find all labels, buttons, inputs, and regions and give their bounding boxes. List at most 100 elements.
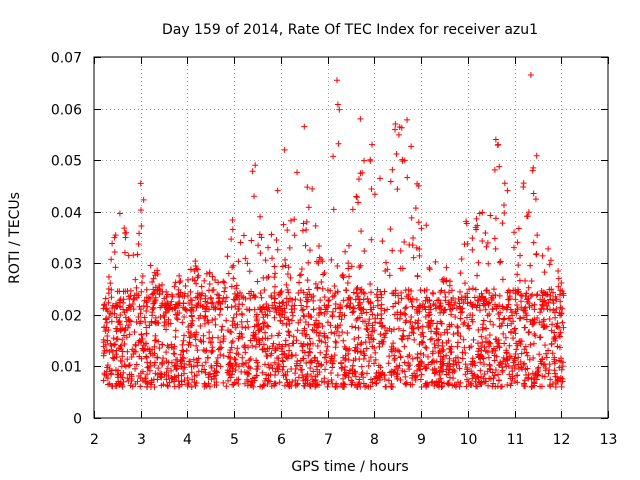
data-point <box>266 345 273 352</box>
data-point <box>402 380 409 387</box>
data-point <box>352 347 359 354</box>
data-point <box>209 273 216 280</box>
data-point <box>483 287 490 294</box>
data-point <box>122 234 129 241</box>
data-point <box>394 370 401 377</box>
data-point <box>468 367 475 374</box>
data-point <box>245 370 252 377</box>
data-point <box>299 366 306 373</box>
data-point <box>297 317 304 324</box>
data-point <box>507 382 514 389</box>
data-point <box>342 248 349 255</box>
data-point <box>206 269 213 276</box>
data-point <box>365 362 372 369</box>
axis-ticks: 2 3 4 5 6 7 8 9 10 11 12 13 0 0.01 0.02 0.03 0.04 0.05 0.0… <box>51 51 618 449</box>
data-point <box>439 348 446 355</box>
data-point <box>133 361 140 368</box>
data-point <box>271 359 278 366</box>
data-point <box>517 315 524 322</box>
data-point <box>246 268 253 275</box>
data-point <box>357 115 364 122</box>
data-point <box>354 284 361 291</box>
data-point <box>529 302 536 309</box>
data-point <box>439 276 446 283</box>
x-tick-label: 7 <box>324 432 333 448</box>
data-point <box>371 191 378 198</box>
data-point <box>330 153 337 160</box>
y-tick-label: 0.01 <box>51 360 82 376</box>
data-point <box>146 367 153 374</box>
data-point <box>411 336 418 343</box>
data-point <box>340 337 347 344</box>
data-point <box>367 156 374 163</box>
data-point <box>225 327 232 334</box>
data-point <box>453 362 460 369</box>
data-point <box>354 290 361 297</box>
data-point <box>253 365 260 372</box>
data-point <box>541 323 548 330</box>
data-point <box>250 329 257 336</box>
data-point <box>151 337 158 344</box>
data-point <box>488 296 495 303</box>
data-point <box>122 288 129 295</box>
data-point <box>372 315 379 322</box>
data-point <box>352 369 359 376</box>
data-point <box>190 363 197 370</box>
data-point <box>459 308 466 315</box>
data-point <box>201 320 208 327</box>
data-point <box>534 314 541 321</box>
data-point <box>485 302 492 309</box>
data-point <box>417 376 424 383</box>
data-point <box>207 294 214 301</box>
data-point <box>152 314 159 321</box>
data-point <box>123 229 130 236</box>
data-point <box>273 309 280 316</box>
data-point <box>473 375 480 382</box>
data-point <box>528 384 535 391</box>
data-point <box>303 226 310 233</box>
data-point <box>539 292 546 299</box>
data-point <box>559 375 566 382</box>
data-point <box>469 235 476 242</box>
data-point <box>121 340 128 347</box>
data-point <box>559 319 566 326</box>
data-point <box>462 280 469 287</box>
data-point <box>321 294 328 301</box>
data-point <box>359 318 366 325</box>
data-point <box>546 315 553 322</box>
data-point <box>346 273 353 280</box>
data-point <box>298 271 305 278</box>
data-point <box>527 262 534 269</box>
data-point <box>448 321 455 328</box>
data-point <box>123 306 130 313</box>
data-point <box>110 335 117 342</box>
data-point <box>251 335 258 342</box>
data-point <box>336 332 343 339</box>
data-point <box>314 371 321 378</box>
data-point <box>423 344 430 351</box>
data-point <box>360 348 367 355</box>
data-point <box>532 196 539 203</box>
data-point <box>446 360 453 367</box>
data-point <box>537 296 544 303</box>
data-point <box>224 253 231 260</box>
data-point <box>337 309 344 316</box>
data-point <box>169 375 176 382</box>
data-point <box>101 301 108 308</box>
data-point <box>450 361 457 368</box>
data-point <box>201 277 208 284</box>
data-point <box>235 335 242 342</box>
data-point <box>503 356 510 363</box>
data-point <box>186 334 193 341</box>
data-point <box>268 332 275 339</box>
data-point <box>501 340 508 347</box>
data-point <box>113 328 120 335</box>
data-point <box>525 295 532 302</box>
data-point <box>348 263 355 270</box>
data-point <box>512 350 519 357</box>
data-point <box>469 246 476 253</box>
data-point <box>454 323 461 330</box>
data-point <box>134 251 141 258</box>
data-point <box>183 347 190 354</box>
data-point <box>536 351 543 358</box>
